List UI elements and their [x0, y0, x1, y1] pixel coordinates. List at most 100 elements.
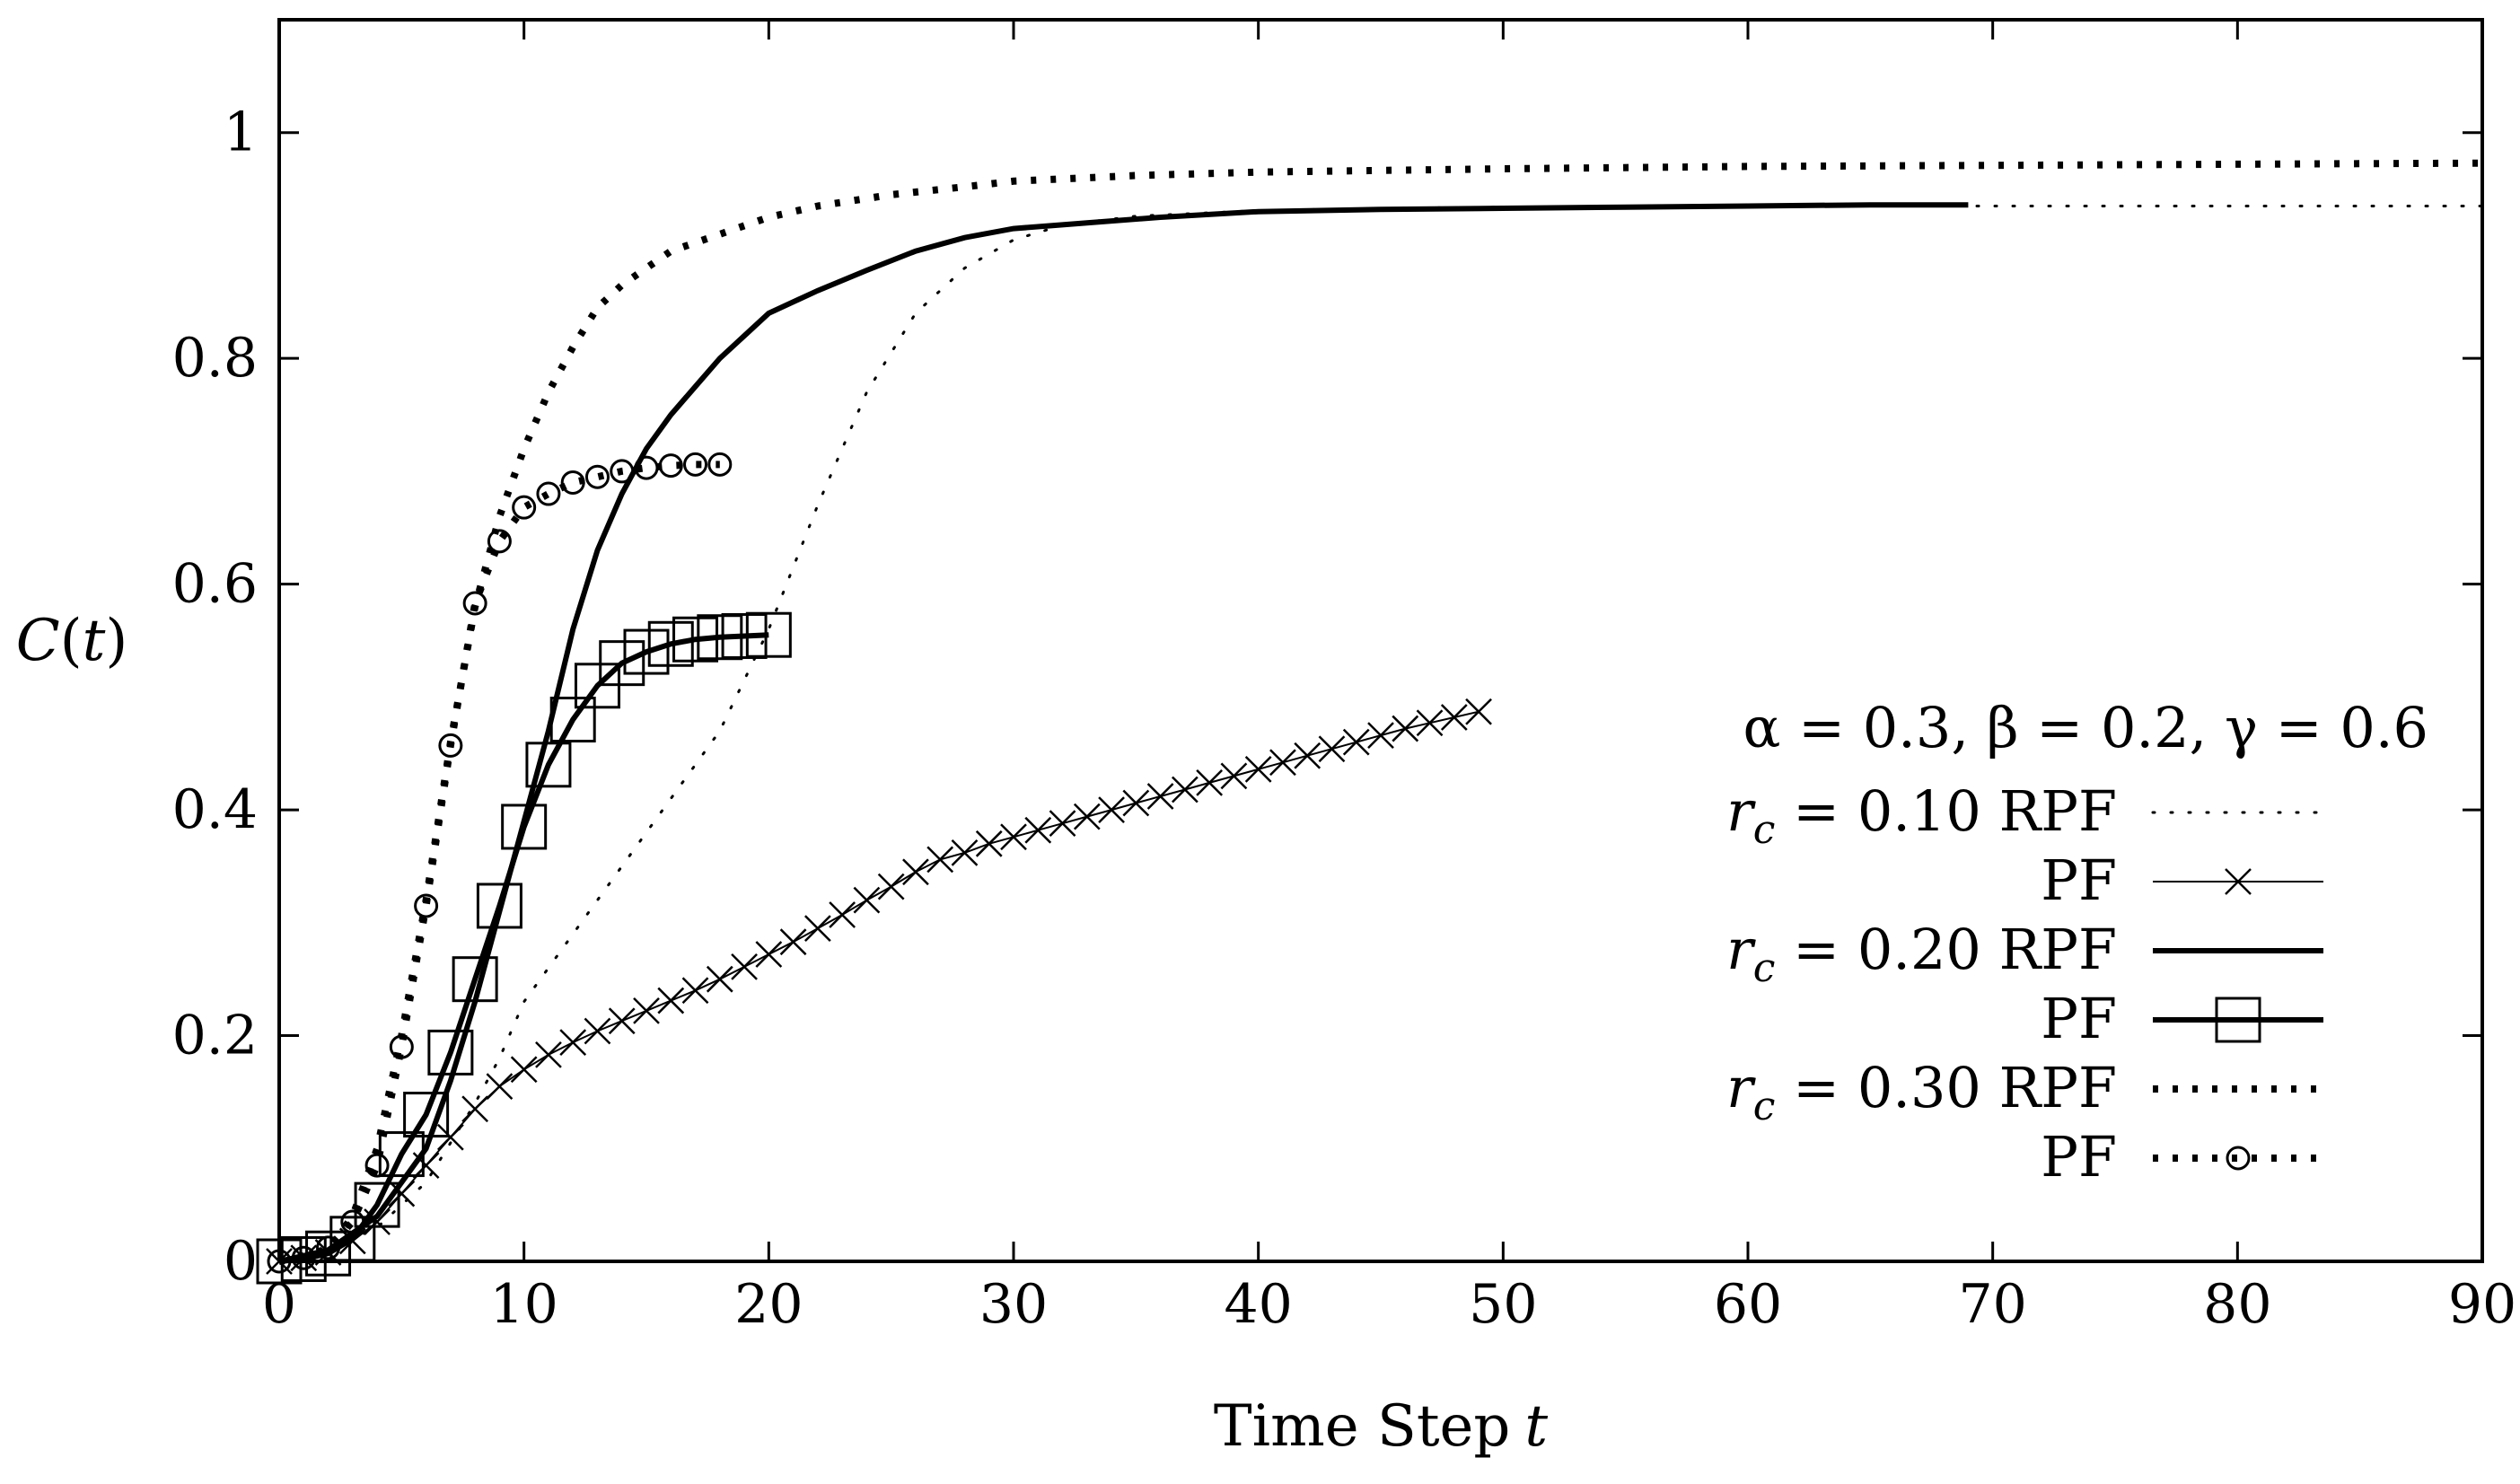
data-point [476, 882, 522, 929]
data-point [389, 1034, 414, 1059]
data-point [1294, 742, 1321, 769]
data-point [853, 886, 881, 914]
data-point [672, 616, 719, 663]
data-point [1416, 709, 1444, 737]
series-1 [266, 698, 1492, 1275]
x-tick-label: 50 [1469, 1273, 1537, 1336]
series-line [278, 461, 720, 1265]
series-2 [278, 202, 1969, 1264]
data-point [1220, 762, 1248, 790]
data-point [731, 953, 758, 980]
data-point [364, 1153, 390, 1178]
legend-entry-5: PF [2041, 1124, 2323, 1190]
data-point [559, 1029, 587, 1056]
legend-label: rc = 0.10 RPF [1726, 778, 2117, 853]
data-point [1146, 783, 1174, 810]
data-point [745, 611, 792, 658]
data-point [487, 529, 512, 554]
data-point [1342, 728, 1370, 756]
data-point [461, 1095, 489, 1123]
data-point [1000, 823, 1027, 851]
data-point [779, 928, 807, 956]
data-point [316, 1235, 341, 1260]
y-tick-label: 1 [224, 101, 258, 164]
data-point [1269, 749, 1296, 777]
x-tick-label: 40 [1224, 1273, 1292, 1336]
data-point [657, 987, 685, 1014]
legend-label: PF [2041, 847, 2117, 913]
data-point [501, 803, 548, 850]
legend-entry-3: PF [2041, 986, 2323, 1051]
data-point [1318, 735, 1346, 763]
series-layer [256, 159, 2484, 1285]
data-point [706, 965, 733, 993]
data-point [267, 1249, 292, 1274]
y-tick-label: 0.4 [172, 778, 258, 841]
data-point [535, 1041, 562, 1068]
legend-entry-4: rc = 0.30 RPF [1726, 1055, 2323, 1129]
legend-entry-1: PF [2041, 847, 2323, 913]
data-point [926, 846, 954, 874]
legend-label: PF [2041, 1124, 2117, 1190]
legend-label: PF [2041, 986, 2117, 1051]
data-point [697, 614, 743, 661]
data-point [462, 591, 487, 616]
y-tick-label: 0 [224, 1230, 258, 1293]
data-point [388, 1180, 416, 1207]
x-tick-label: 70 [1958, 1273, 2026, 1336]
series-line [278, 202, 1969, 1264]
data-point [1024, 816, 1052, 844]
data-point [584, 464, 610, 489]
data-point [1196, 769, 1224, 796]
data-point [1244, 755, 1272, 783]
plot-frame [277, 18, 2484, 1263]
x-tick-label: 10 [489, 1273, 558, 1336]
data-point [427, 1029, 474, 1076]
y-axis-label: C(t) [16, 608, 128, 674]
data-point [599, 640, 645, 687]
data-point [721, 612, 768, 659]
data-point [608, 1007, 636, 1035]
data-point [452, 956, 498, 1003]
y-tick-label: 0.2 [172, 1005, 258, 1067]
x-tick-label: 30 [979, 1273, 1048, 1336]
data-point [1049, 810, 1076, 838]
legend-title: α = 0.3, β = 0.2, γ = 0.6 [1743, 695, 2429, 760]
data-point [1171, 776, 1199, 803]
data-point [681, 977, 709, 1005]
data-point [438, 733, 463, 758]
data-point [584, 1017, 611, 1045]
data-point [683, 452, 708, 477]
x-tick-label: 90 [2448, 1273, 2516, 1336]
data-point [658, 453, 683, 479]
data-point [975, 830, 1003, 857]
data-point [291, 1245, 316, 1270]
data-point [634, 455, 659, 480]
data-point [560, 470, 585, 495]
data-point [486, 1073, 514, 1101]
data-point [755, 941, 783, 968]
data-point [1465, 698, 1492, 725]
data-point [414, 893, 439, 918]
data-point [1440, 704, 1468, 731]
data-point [1392, 715, 1419, 742]
data-point [707, 452, 733, 477]
data-point [436, 1123, 464, 1151]
data-point [1122, 789, 1150, 817]
legend-marker [2215, 997, 2261, 1043]
legend-entry-0: rc = 0.10 RPF [1726, 778, 2325, 853]
series-line [278, 710, 1480, 1262]
x-tick-label: 20 [734, 1273, 803, 1336]
data-point [340, 1209, 365, 1234]
data-point [536, 481, 561, 506]
data-point [633, 997, 660, 1024]
series-0 [277, 205, 2484, 1263]
data-point [877, 873, 905, 900]
data-point [549, 697, 596, 743]
data-point [902, 858, 929, 886]
data-point [1367, 722, 1394, 749]
data-point [1073, 803, 1101, 830]
legend-label: rc = 0.30 RPF [1726, 1055, 2117, 1129]
legend: α = 0.3, β = 0.2, γ = 0.6 rc = 0.10 RPFP… [1726, 695, 2428, 1190]
